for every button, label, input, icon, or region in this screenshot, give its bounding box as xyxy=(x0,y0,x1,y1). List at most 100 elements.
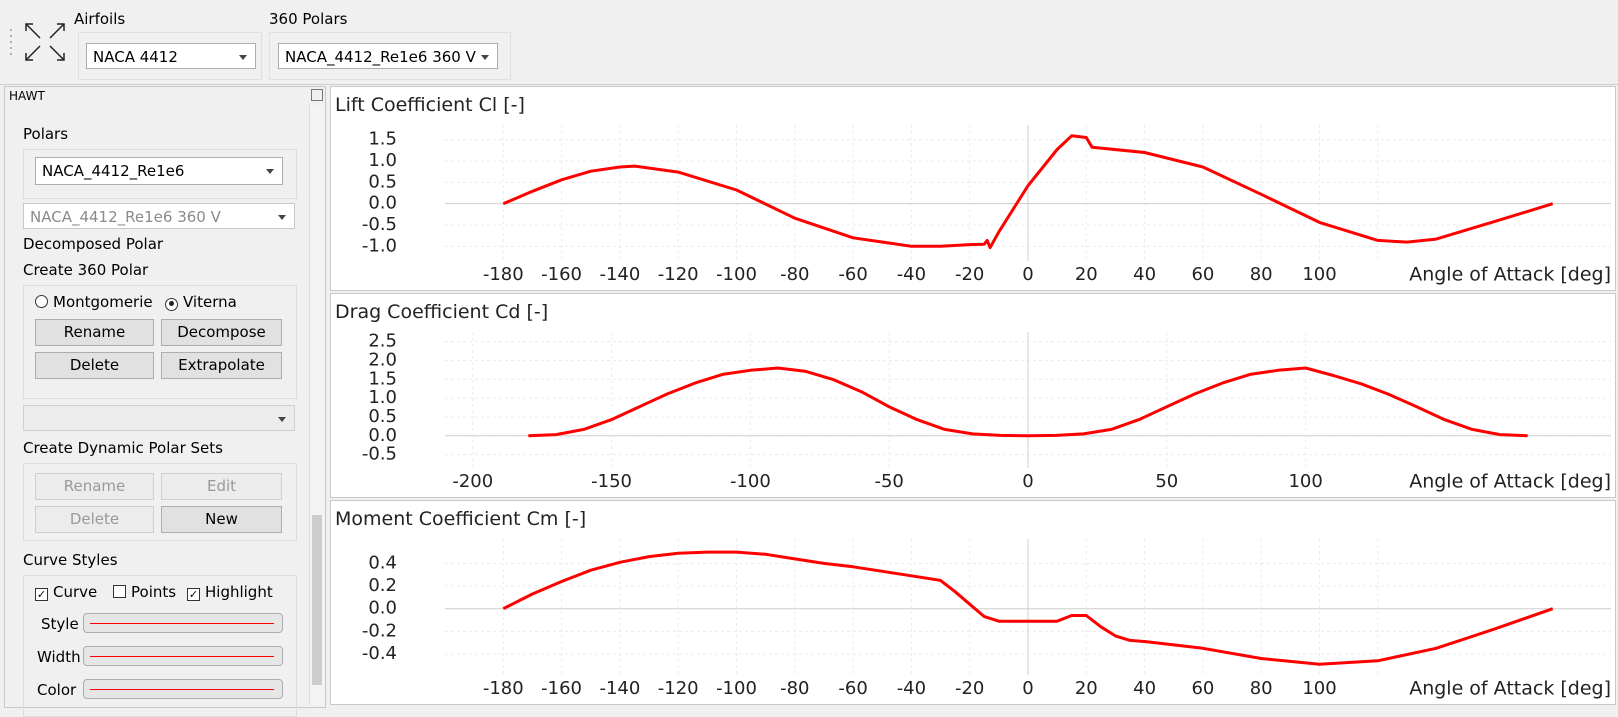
x-tick-label: -60 xyxy=(838,264,867,285)
radio-viterna[interactable]: Viterna xyxy=(165,293,237,311)
polar-combo[interactable]: NACA_4412_Re1e6 360 V xyxy=(278,43,498,69)
x-tick-label: 100 xyxy=(1288,471,1322,492)
x-tick-label: -80 xyxy=(780,264,809,285)
y-tick-label: 0.0 xyxy=(368,598,397,619)
x-tick-label: 20 xyxy=(1075,678,1098,699)
x-tick-label: -40 xyxy=(897,678,926,699)
style-line[interactable] xyxy=(83,646,283,666)
x-tick-label: 40 xyxy=(1133,264,1156,285)
scrollbar[interactable] xyxy=(309,105,324,705)
label: Curve xyxy=(53,583,98,601)
label: Curve Styles xyxy=(23,551,118,569)
x-axis-label: Angle of Attack [deg] xyxy=(1409,471,1611,493)
empty-combo xyxy=(23,405,295,431)
y-tick-label: 0.0 xyxy=(368,425,397,446)
toolbar-icon[interactable] xyxy=(6,20,76,70)
x-tick-label: -160 xyxy=(541,264,582,285)
x-tick-label: -120 xyxy=(658,678,699,699)
x-tick-label: 60 xyxy=(1191,264,1214,285)
label: Decomposed Polar xyxy=(23,235,164,253)
checkbox-box[interactable]: ✓ xyxy=(35,588,48,601)
x-tick-label: -50 xyxy=(874,471,903,492)
hawt-dock: HAWT Polars NACA_4412_Re1e6 NACA_4412_Re… xyxy=(4,86,326,717)
x-tick-label: -100 xyxy=(730,471,771,492)
chart-panel: Lift Coefficient Cl [-] -180 -160 -140 -120-… xyxy=(330,86,1616,291)
dock-float[interactable] xyxy=(311,89,323,101)
y-tick-label: 0.4 xyxy=(368,552,397,573)
x-axis-label: Angle of Attack [deg] xyxy=(1409,678,1611,700)
polar-select[interactable]: NACA_4412_Re1e6 xyxy=(35,157,283,185)
polar-name-field: NACA_4412_Re1e6 360 V xyxy=(23,203,295,229)
y-tick-label: 1.0 xyxy=(368,150,397,171)
label: Highlight xyxy=(205,583,273,601)
x-tick-label: 80 xyxy=(1250,678,1273,699)
x-tick-label: -20 xyxy=(955,264,984,285)
label: Points xyxy=(131,583,177,601)
checkbox-highlight[interactable]: ✓ Highlight xyxy=(187,583,273,601)
chart-title: Lift Coefficient Cl [-] xyxy=(335,94,525,116)
x-tick-label: -150 xyxy=(591,471,632,492)
checkbox-box[interactable]: ✓ xyxy=(187,588,200,601)
radio-dot[interactable] xyxy=(35,295,48,308)
y-tick-label: 1.5 xyxy=(368,368,397,389)
x-tick-label: 50 xyxy=(1155,471,1178,492)
label: Create Dynamic Polar Sets xyxy=(23,439,223,457)
dock-title: HAWT xyxy=(9,89,45,103)
label: Airfoils xyxy=(74,10,126,28)
y-tick-label: -0.4 xyxy=(362,643,397,664)
button: Edit xyxy=(161,473,282,500)
x-tick-label: -140 xyxy=(599,264,640,285)
chart: Lift Coefficient Cl [-]-180 -160 -140 -120-… xyxy=(335,94,1613,287)
data-line xyxy=(502,134,1554,250)
button: Delete xyxy=(35,506,154,533)
y-tick-label: 2.5 xyxy=(368,331,397,352)
style-line[interactable] xyxy=(83,679,283,699)
radio-dot[interactable] xyxy=(165,298,178,311)
x-tick-label: -140 xyxy=(599,678,640,699)
x-tick-label: -20 xyxy=(955,678,984,699)
button[interactable]: Extrapolate xyxy=(161,352,282,379)
chart-panel: Moment Coefficient Cm [-] -180 -160 -140 -12… xyxy=(330,500,1616,705)
style-line[interactable] xyxy=(83,613,283,633)
x-tick-label: -200 xyxy=(452,471,493,492)
x-tick-label: 0 xyxy=(1022,471,1033,492)
x-tick-label: -180 xyxy=(483,264,524,285)
x-tick-label: 100 xyxy=(1302,678,1336,699)
x-tick-label: 100 xyxy=(1302,264,1336,285)
x-tick-label: -40 xyxy=(897,264,926,285)
button[interactable]: Rename xyxy=(35,319,154,346)
button[interactable]: Decompose xyxy=(161,319,282,346)
x-tick-label: -60 xyxy=(838,678,867,699)
airfoil-combo[interactable]: NACA 4412 xyxy=(86,43,256,69)
button: Rename xyxy=(35,473,154,500)
y-tick-label: 0.5 xyxy=(368,406,397,427)
chart: Drag Coefficient Cd [-] -200 -150 -100 -50 0 5… xyxy=(335,301,1613,494)
x-tick-label: 20 xyxy=(1075,264,1098,285)
chart-panel: Drag Coefficient Cd [-] -200 -150 -100 -50 0 5… xyxy=(330,293,1616,498)
label: Create 360 Polar xyxy=(23,261,149,279)
button[interactable]: Delete xyxy=(35,352,154,379)
label: Montgomerie xyxy=(53,293,153,311)
y-tick-label: 0.2 xyxy=(368,575,397,596)
x-tick-label: -100 xyxy=(716,264,757,285)
x-tick-label: 60 xyxy=(1191,678,1214,699)
y-tick-label: -0.5 xyxy=(362,214,397,235)
checkbox-box[interactable] xyxy=(113,585,126,598)
y-tick-label: 0.5 xyxy=(368,171,397,192)
radio-montgomerie[interactable]: Montgomerie xyxy=(35,293,153,311)
button[interactable]: New xyxy=(161,506,282,533)
label: Style xyxy=(41,615,79,633)
label: Polars xyxy=(23,125,69,143)
checkbox-points[interactable]: Points xyxy=(113,583,176,601)
x-tick-label: -120 xyxy=(658,264,699,285)
x-tick-label: -160 xyxy=(541,678,582,699)
checkbox-curve[interactable]: ✓ Curve xyxy=(35,583,97,601)
y-tick-label: -1.0 xyxy=(362,235,397,256)
y-tick-label: 0.0 xyxy=(368,193,397,214)
label-backdrop xyxy=(1361,468,1613,494)
chart-title: Drag Coefficient Cd [-] xyxy=(335,301,548,323)
data-line xyxy=(528,366,1528,438)
y-tick-label: -0.2 xyxy=(362,620,397,641)
label-backdrop xyxy=(1361,675,1613,701)
